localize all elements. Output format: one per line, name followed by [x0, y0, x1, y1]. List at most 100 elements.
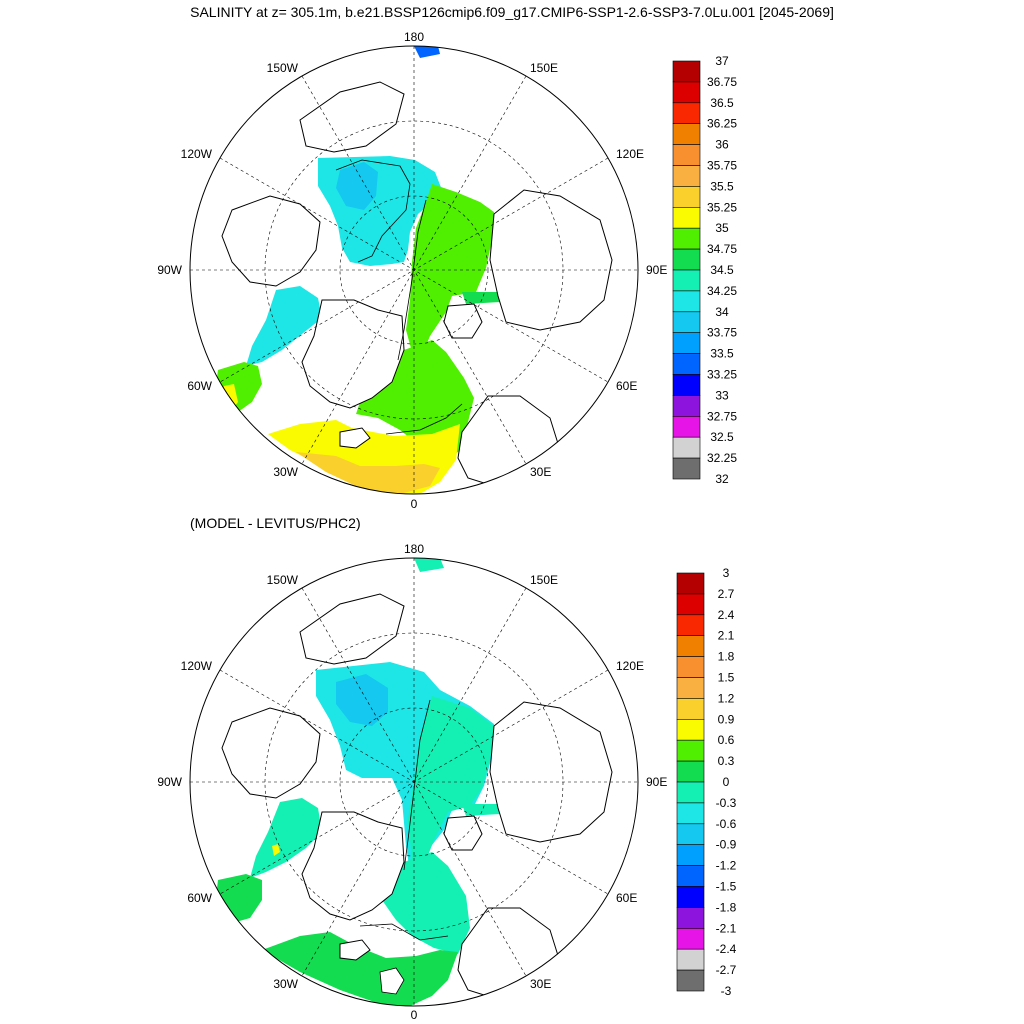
pacific-inflow: [414, 558, 444, 572]
nordic-minus0.3-region: [382, 852, 470, 954]
difference-map-panel: 180 0 90W 90E 150W 150E 120W 120E 60W 60…: [157, 542, 667, 1022]
colorbar-label: 35: [715, 221, 729, 235]
colorbar-label: 33.75: [707, 326, 737, 340]
figure-title: SALINITY at z= 305.1m, b.e21.BSSP126cmip…: [190, 4, 834, 20]
colorbar-label: 0: [723, 775, 730, 789]
colorbar-label: 35.5: [710, 179, 734, 193]
lon-label-60e: 60E: [616, 379, 637, 393]
canadian-archipelago-land: [221, 707, 321, 799]
salinity-map-panel: 180 0 90W 90E 150W 150E 120W 120E 60W 60…: [157, 30, 667, 511]
colorbar-swatch: [676, 927, 705, 950]
pacific-inflow: [414, 46, 440, 58]
lon-label-90e: 90E: [646, 775, 667, 789]
lon-label-120w: 120W: [181, 659, 213, 673]
colorbar-label: -1.8: [716, 900, 737, 914]
iceland-land: [339, 427, 371, 449]
colorbar-swatch: [676, 718, 705, 741]
siberia-land: [489, 189, 613, 331]
atlantic-35.25-region: [296, 452, 440, 494]
colorbar-swatch: [672, 311, 701, 333]
colorbar-swatch: [672, 353, 701, 375]
colorbar-label: -3: [721, 984, 732, 998]
lon-label-30e: 30E: [530, 465, 551, 479]
colorbar-swatch: [672, 207, 701, 229]
colorbar-label: -1.2: [716, 859, 737, 873]
lon-label-120e: 120E: [616, 659, 644, 673]
difference-subtitle: (MODEL - LEVITUS/PHC2): [190, 515, 361, 531]
colorbar-swatch: [676, 865, 705, 887]
lon-label-90w: 90W: [157, 775, 182, 789]
lon-label-0: 0: [411, 497, 418, 511]
colorbar-label: 32.25: [707, 451, 737, 465]
colorbar-label: 33.25: [707, 368, 737, 382]
colorbar-swatch: [676, 823, 705, 845]
map-graticule: [190, 46, 638, 494]
colorbar-label: 2.1: [718, 629, 735, 643]
colorbar-swatch: [672, 60, 701, 83]
colorbar-label: 34.25: [707, 284, 737, 298]
colorbar-label: 32: [715, 472, 729, 486]
colorbar-label: 35.75: [707, 159, 737, 173]
colorbar-label: 33: [715, 388, 729, 402]
eurasian-minus0.3-region: [408, 696, 494, 876]
colorbar-swatch: [676, 656, 705, 678]
lon-label-30w: 30W: [273, 977, 298, 991]
labrador-warm-spot: [272, 844, 280, 856]
colorbar-label: 32.5: [710, 430, 734, 444]
baffin-minus0.3-region: [250, 798, 322, 878]
colorbar-label: 34.75: [707, 242, 737, 256]
basin-minus0.9-core: [336, 674, 388, 726]
colorbar-swatch: [672, 395, 701, 417]
colorbar-label: 33.5: [710, 347, 734, 361]
colorbar-label: 36: [715, 138, 729, 152]
colorbar-label: 2.7: [718, 587, 735, 601]
colorbar-label: 36.25: [707, 117, 737, 131]
colorbar-swatch: [672, 81, 701, 104]
colorbar-swatch: [672, 269, 701, 292]
colorbar-label: 1.5: [718, 671, 735, 685]
atlantic-0-region: [262, 932, 458, 1006]
barents-minus0.3-strip: [462, 804, 500, 816]
colorbar-swatch: [672, 415, 701, 438]
colorbar-label: 34.5: [710, 263, 734, 277]
greenland-land: [301, 811, 405, 921]
colorbar-label: -0.9: [716, 838, 737, 852]
lon-label-180: 180: [404, 542, 424, 556]
lon-label-150w: 150W: [267, 573, 299, 587]
contour-line: [335, 159, 411, 263]
baffin-34.25-region: [246, 286, 322, 366]
colorbar-swatch: [676, 907, 705, 929]
lon-label-60w: 60W: [187, 891, 212, 905]
colorbar-swatch: [676, 969, 705, 992]
barents-34.5-strip: [462, 292, 500, 304]
colorbar-label: 35.25: [707, 200, 737, 214]
lon-label-150e: 150E: [530, 573, 558, 587]
colorbar-swatch: [672, 332, 701, 354]
colorbar-label: -0.6: [716, 817, 737, 831]
colorbar-swatch: [676, 781, 705, 804]
colorbar-label: -2.7: [716, 963, 737, 977]
map-boundary: [189, 45, 639, 495]
difference-field: [216, 558, 613, 1006]
atlantic-warm-spot: [379, 967, 405, 995]
colorbar-swatch: [676, 614, 705, 636]
lon-label-150w: 150W: [267, 61, 299, 75]
colorbar-label: -0.3: [716, 796, 737, 810]
colorbar-swatch: [676, 948, 705, 971]
lon-label-90e: 90E: [646, 263, 667, 277]
salinity-field: [216, 46, 613, 494]
lon-label-30w: 30W: [273, 465, 298, 479]
colorbar-swatch: [676, 739, 705, 762]
colorbar-swatch: [672, 165, 701, 187]
colorbar-swatch: [672, 436, 701, 459]
lon-label-60w: 60W: [187, 379, 212, 393]
greenland-land: [301, 299, 405, 409]
lon-label-0: 0: [411, 1008, 418, 1022]
lon-label-90w: 90W: [157, 263, 182, 277]
colorbar-label: 36.5: [710, 96, 734, 110]
colorbar-swatch: [676, 572, 705, 595]
colorbar-swatch: [676, 698, 705, 720]
colorbar-label: 1.2: [718, 691, 735, 705]
colorbar-swatch: [672, 374, 701, 396]
colorbar-swatch: [672, 144, 701, 166]
